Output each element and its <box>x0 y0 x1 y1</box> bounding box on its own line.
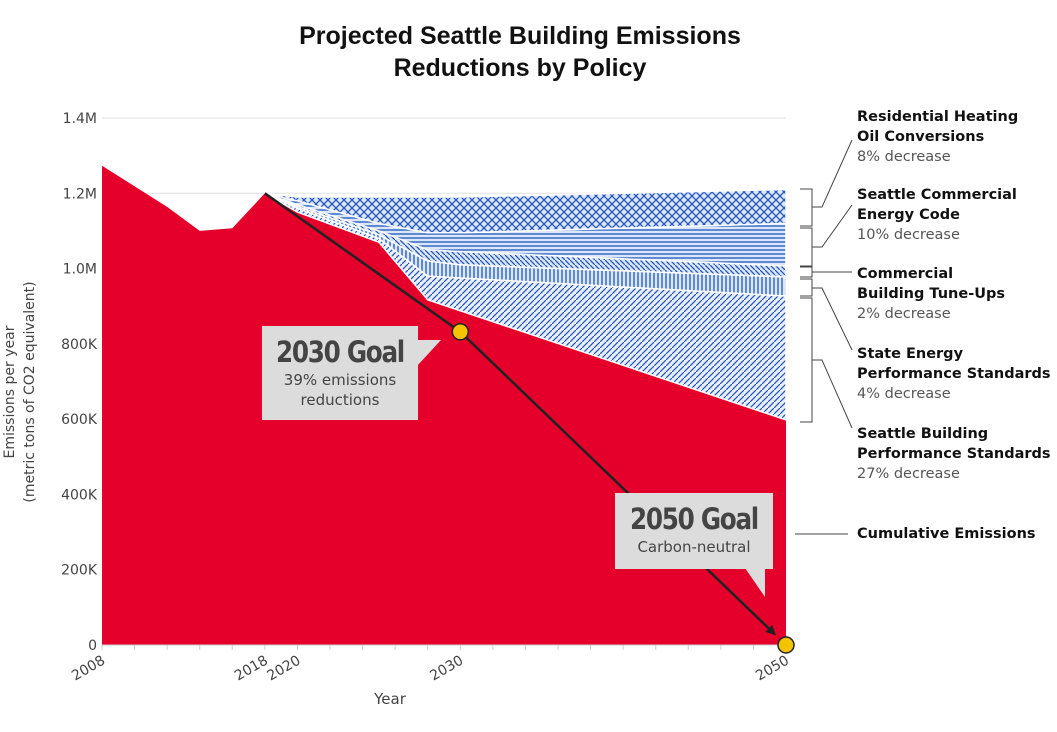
goal-2030-callout-pointer <box>417 340 441 366</box>
y-axis-title-line-2: (metric tons of CO2 equivalent) <box>22 281 38 503</box>
y-tick-label: 600K <box>61 412 98 428</box>
policy-area-residential-heating-oil-conversions <box>264 188 787 234</box>
bracket-tune-ups <box>800 266 852 278</box>
goal-2050-callout-pointer <box>745 568 765 597</box>
legend-title: Building Tune-Ups <box>857 286 1005 302</box>
goal-2050-callout: 2050 Goal Carbon-neutral <box>615 493 773 569</box>
goal-2030-note-1: 39% emissions <box>283 371 397 389</box>
y-tick-label: 0 <box>88 638 97 654</box>
y-tick-label: 400K <box>61 487 98 503</box>
legend-sub: 27% decrease <box>857 466 960 482</box>
x-tick-label: 2030 <box>427 653 466 685</box>
goal-marker-2030 <box>451 323 470 341</box>
x-tick-label: 2020 <box>265 653 304 685</box>
bracket-residential-oil <box>800 139 853 227</box>
y-axis-title: Emissions per year (metric tons of CO2 e… <box>0 242 40 542</box>
legend-sub: 4% decrease <box>857 386 951 402</box>
legend-sub: 2% decrease <box>857 306 951 322</box>
bracket-state-standards <box>800 278 853 351</box>
y-axis-title-line-1: Emissions per year <box>2 325 18 459</box>
goal-2030-label: 2030 Goal <box>276 335 405 369</box>
legend-title: Energy Code <box>857 207 960 223</box>
legend-tune-ups: Commercial Building Tune-Ups 2% decrease <box>857 264 1005 324</box>
legend-residential-oil: Residential Heating Oil Conversions 8% d… <box>857 107 1018 167</box>
goal-2050-note: Carbon-neutral <box>637 538 751 556</box>
legend-sub: 8% decrease <box>857 149 951 165</box>
y-tick-label: 1.2M <box>63 186 97 202</box>
y-tick-label: 800K <box>61 337 98 353</box>
legend-commercial-code: Seattle Commercial Energy Code 10% decre… <box>857 185 1017 245</box>
goal-2030-note-2: reductions <box>300 391 380 409</box>
x-tick-label: 2018 <box>232 653 271 685</box>
legend-seattle-bps: Seattle Building Performance Standards 2… <box>857 424 1051 484</box>
title-line-1: Projected Seattle Building Emissions <box>299 22 741 50</box>
bracket-commercial-code <box>800 204 853 267</box>
legend-title: Cumulative Emissions <box>857 526 1036 542</box>
x-axis-title: Year <box>374 690 406 708</box>
x-tick-label: 2050 <box>753 653 792 685</box>
legend-title: Residential Heating <box>857 109 1019 125</box>
y-tick-label: 1.0M <box>63 262 97 278</box>
y-tick-label: 200K <box>61 563 98 579</box>
legend-sub: 10% decrease <box>857 227 960 243</box>
legend-title: Seattle Building <box>857 426 989 442</box>
legend-title: Performance Standards <box>857 366 1051 382</box>
legend-state-standards: State Energy Performance Standards 4% de… <box>857 344 1051 404</box>
y-tick-label: 1.4M <box>63 111 97 127</box>
chart-title: Projected Seattle Building Emissions Red… <box>200 20 840 84</box>
bracket-seattle-bps <box>800 297 853 429</box>
x-tick-label: 2008 <box>69 653 108 685</box>
legend-title: State Energy <box>857 346 964 362</box>
goal-2030-callout: 2030 Goal 39% emissions reductions <box>262 326 418 420</box>
legend-title: Oil Conversions <box>857 129 985 145</box>
legend-title: Performance Standards <box>857 446 1051 462</box>
goal-marker-2050 <box>777 636 795 654</box>
title-line-2: Reductions by Policy <box>393 54 647 82</box>
legend-title: Commercial <box>857 266 954 282</box>
legend-title: Seattle Commercial <box>857 187 1017 203</box>
legend-cumulative: Cumulative Emissions <box>857 524 1036 544</box>
goal-2050-label: 2050 Goal <box>630 502 759 536</box>
